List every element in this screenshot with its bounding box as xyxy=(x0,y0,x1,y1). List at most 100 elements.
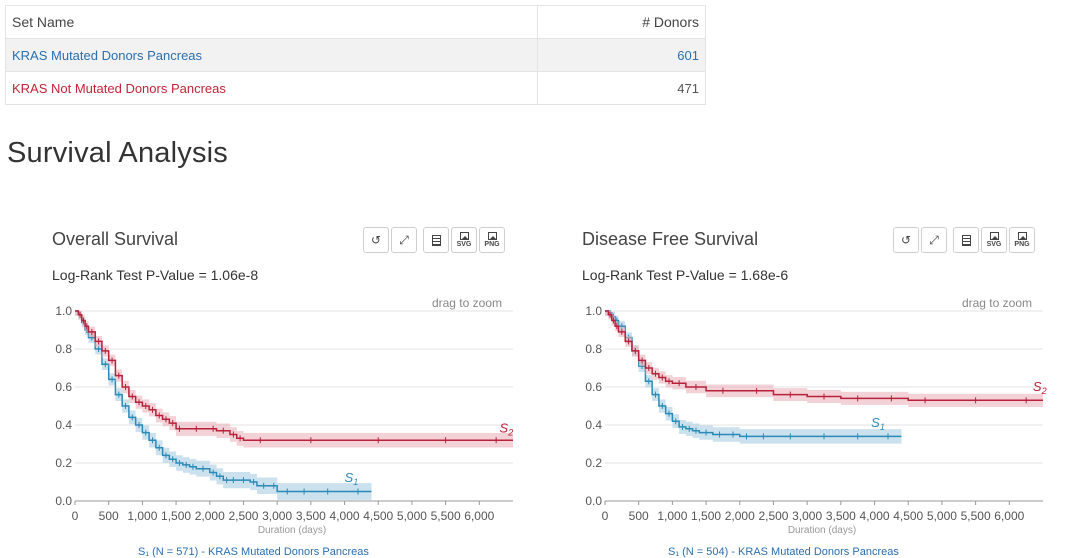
series-label-sub: 2 xyxy=(507,428,513,438)
y-tick-label: 1.0 xyxy=(55,304,72,318)
series-label-sub: 1 xyxy=(880,422,885,432)
sets-table: Set Name # Donors KRAS Mutated Donors Pa… xyxy=(5,5,706,105)
x-tick-label: 1,500 xyxy=(161,509,191,523)
x-tick-label: 0 xyxy=(72,509,79,523)
x-axis-label: Duration (days) xyxy=(258,525,326,536)
reset-zoom-button[interactable]: ↺ xyxy=(363,227,389,253)
sets-table-header-row: Set Name # Donors xyxy=(5,5,706,39)
set-name-header[interactable]: Set Name xyxy=(5,5,538,39)
chart-title: Disease Free Survival xyxy=(582,229,759,249)
survival-line[interactable] xyxy=(75,310,372,493)
chart-toolbar: ↺ ⤢ SVG PNG xyxy=(363,227,505,253)
png-label: PNG xyxy=(484,240,500,248)
x-axis-label: Duration (days) xyxy=(788,525,856,536)
download-data-button[interactable] xyxy=(953,227,979,253)
set-name-link[interactable]: KRAS Mutated Donors Pancreas xyxy=(5,38,538,72)
y-tick-label: 0.0 xyxy=(55,494,72,508)
confidence-band xyxy=(75,311,372,500)
confidence-band xyxy=(75,311,513,448)
section-title: Survival Analysis xyxy=(7,137,228,169)
survival-line[interactable] xyxy=(605,310,902,438)
legend-entry[interactable]: S₁ (N = 504) - KRAS Mutated Donors Pancr… xyxy=(668,546,899,558)
y-tick-label: 0.4 xyxy=(55,418,72,432)
expand-icon: ⤢ xyxy=(929,232,939,247)
document-icon xyxy=(431,234,441,246)
legend-entry[interactable]: S₁ (N = 571) - KRAS Mutated Donors Pancr… xyxy=(138,546,369,558)
svg-download-icon xyxy=(989,231,999,240)
y-tick-label: 0.4 xyxy=(585,418,602,432)
fullscreen-button[interactable]: ⤢ xyxy=(921,227,947,253)
y-tick-label: 0.8 xyxy=(55,342,72,356)
series-label-sub: 2 xyxy=(1041,386,1047,396)
table-row: KRAS Mutated Donors Pancreas 601 xyxy=(5,38,706,72)
table-row: KRAS Not Mutated Donors Pancreas 471 xyxy=(5,71,706,105)
y-tick-label: 0.2 xyxy=(55,456,72,470)
x-tick-label: 2,000 xyxy=(195,509,225,523)
x-tick-label: 2,500 xyxy=(758,509,788,523)
png-download-icon xyxy=(487,231,497,240)
series-S1[interactable]: S1 xyxy=(75,310,372,500)
y-tick-label: 0.2 xyxy=(585,456,602,470)
x-tick-label: 2,000 xyxy=(725,509,755,523)
y-tick-label: 0.0 xyxy=(585,494,602,508)
donor-count-link[interactable]: 601 xyxy=(537,38,706,72)
x-tick-label: 2,500 xyxy=(228,509,258,523)
x-tick-label: 5,000 xyxy=(397,509,427,523)
x-tick-label: 1,000 xyxy=(657,509,687,523)
x-tick-label: 6,000 xyxy=(464,509,494,523)
reset-icon: ↺ xyxy=(900,233,912,247)
survival-plot[interactable]: drag to zoom 0.0 0.2 0.4 0.6 0.8 1.0 0 500 1,000 1… xyxy=(582,290,1052,550)
donors-header[interactable]: # Donors xyxy=(537,5,706,39)
series-label: S1 xyxy=(871,415,885,432)
pvalue-text: Log-Rank Test P-Value = 1.68e-6 xyxy=(582,267,789,283)
series-label: S2 xyxy=(1033,379,1047,396)
x-tick-label: 5,500 xyxy=(431,509,461,523)
view-button-group: ↺ ⤢ xyxy=(893,227,947,253)
download-png-button[interactable]: PNG xyxy=(479,227,505,253)
y-tick-label: 0.6 xyxy=(585,380,602,394)
svg-label: SVG xyxy=(456,240,472,248)
fullscreen-button[interactable]: ⤢ xyxy=(391,227,417,253)
x-tick-label: 1,000 xyxy=(127,509,157,523)
download-button-group: SVG PNG xyxy=(423,227,505,253)
x-tick-label: 4,500 xyxy=(363,509,393,523)
series-label: S2 xyxy=(500,421,514,438)
disease-free-survival-panel: Disease Free Survival Log-Rank Test P-Val… xyxy=(582,220,1052,558)
reset-icon: ↺ xyxy=(370,233,382,247)
x-tick-label: 4,000 xyxy=(330,509,360,523)
donor-count-link[interactable]: 471 xyxy=(537,71,706,105)
chart-toolbar: ↺ ⤢ SVG PNG xyxy=(893,227,1035,253)
expand-icon: ⤢ xyxy=(399,232,409,247)
download-svg-button[interactable]: SVG xyxy=(451,227,477,253)
drag-to-zoom-hint: drag to zoom xyxy=(432,296,502,310)
document-icon xyxy=(961,234,971,246)
download-data-button[interactable] xyxy=(423,227,449,253)
x-tick-label: 6,000 xyxy=(994,509,1024,523)
x-tick-label: 3,000 xyxy=(262,509,292,523)
x-tick-label: 5,500 xyxy=(961,509,991,523)
series-label-sub: 1 xyxy=(353,477,358,487)
x-tick-label: 500 xyxy=(99,509,119,523)
x-tick-label: 3,500 xyxy=(296,509,326,523)
png-download-icon xyxy=(1017,231,1027,240)
x-tick-label: 1,500 xyxy=(691,509,721,523)
pvalue-text: Log-Rank Test P-Value = 1.06e-8 xyxy=(52,267,259,283)
svg-download-icon xyxy=(459,231,469,240)
drag-to-zoom-hint: drag to zoom xyxy=(962,296,1032,310)
overall-survival-panel: Overall Survival Log-Rank Test P-Value = … xyxy=(52,220,522,558)
series-S2[interactable]: S2 xyxy=(605,310,1047,407)
x-tick-label: 0 xyxy=(602,509,609,523)
confidence-band xyxy=(605,311,1043,407)
survival-plot[interactable]: drag to zoom 0.0 0.2 0.4 0.6 0.8 1.0 0 500 1,000 1… xyxy=(52,290,522,550)
series-S1[interactable]: S1 xyxy=(605,309,902,444)
reset-zoom-button[interactable]: ↺ xyxy=(893,227,919,253)
y-tick-label: 0.6 xyxy=(55,380,72,394)
chart-title: Overall Survival xyxy=(52,229,179,249)
x-tick-label: 500 xyxy=(629,509,649,523)
x-tick-label: 4,000 xyxy=(860,509,890,523)
download-svg-button[interactable]: SVG xyxy=(981,227,1007,253)
set-name-link[interactable]: KRAS Not Mutated Donors Pancreas xyxy=(5,71,538,105)
x-tick-label: 5,000 xyxy=(927,509,957,523)
download-png-button[interactable]: PNG xyxy=(1009,227,1035,253)
series-label: S1 xyxy=(345,470,359,487)
